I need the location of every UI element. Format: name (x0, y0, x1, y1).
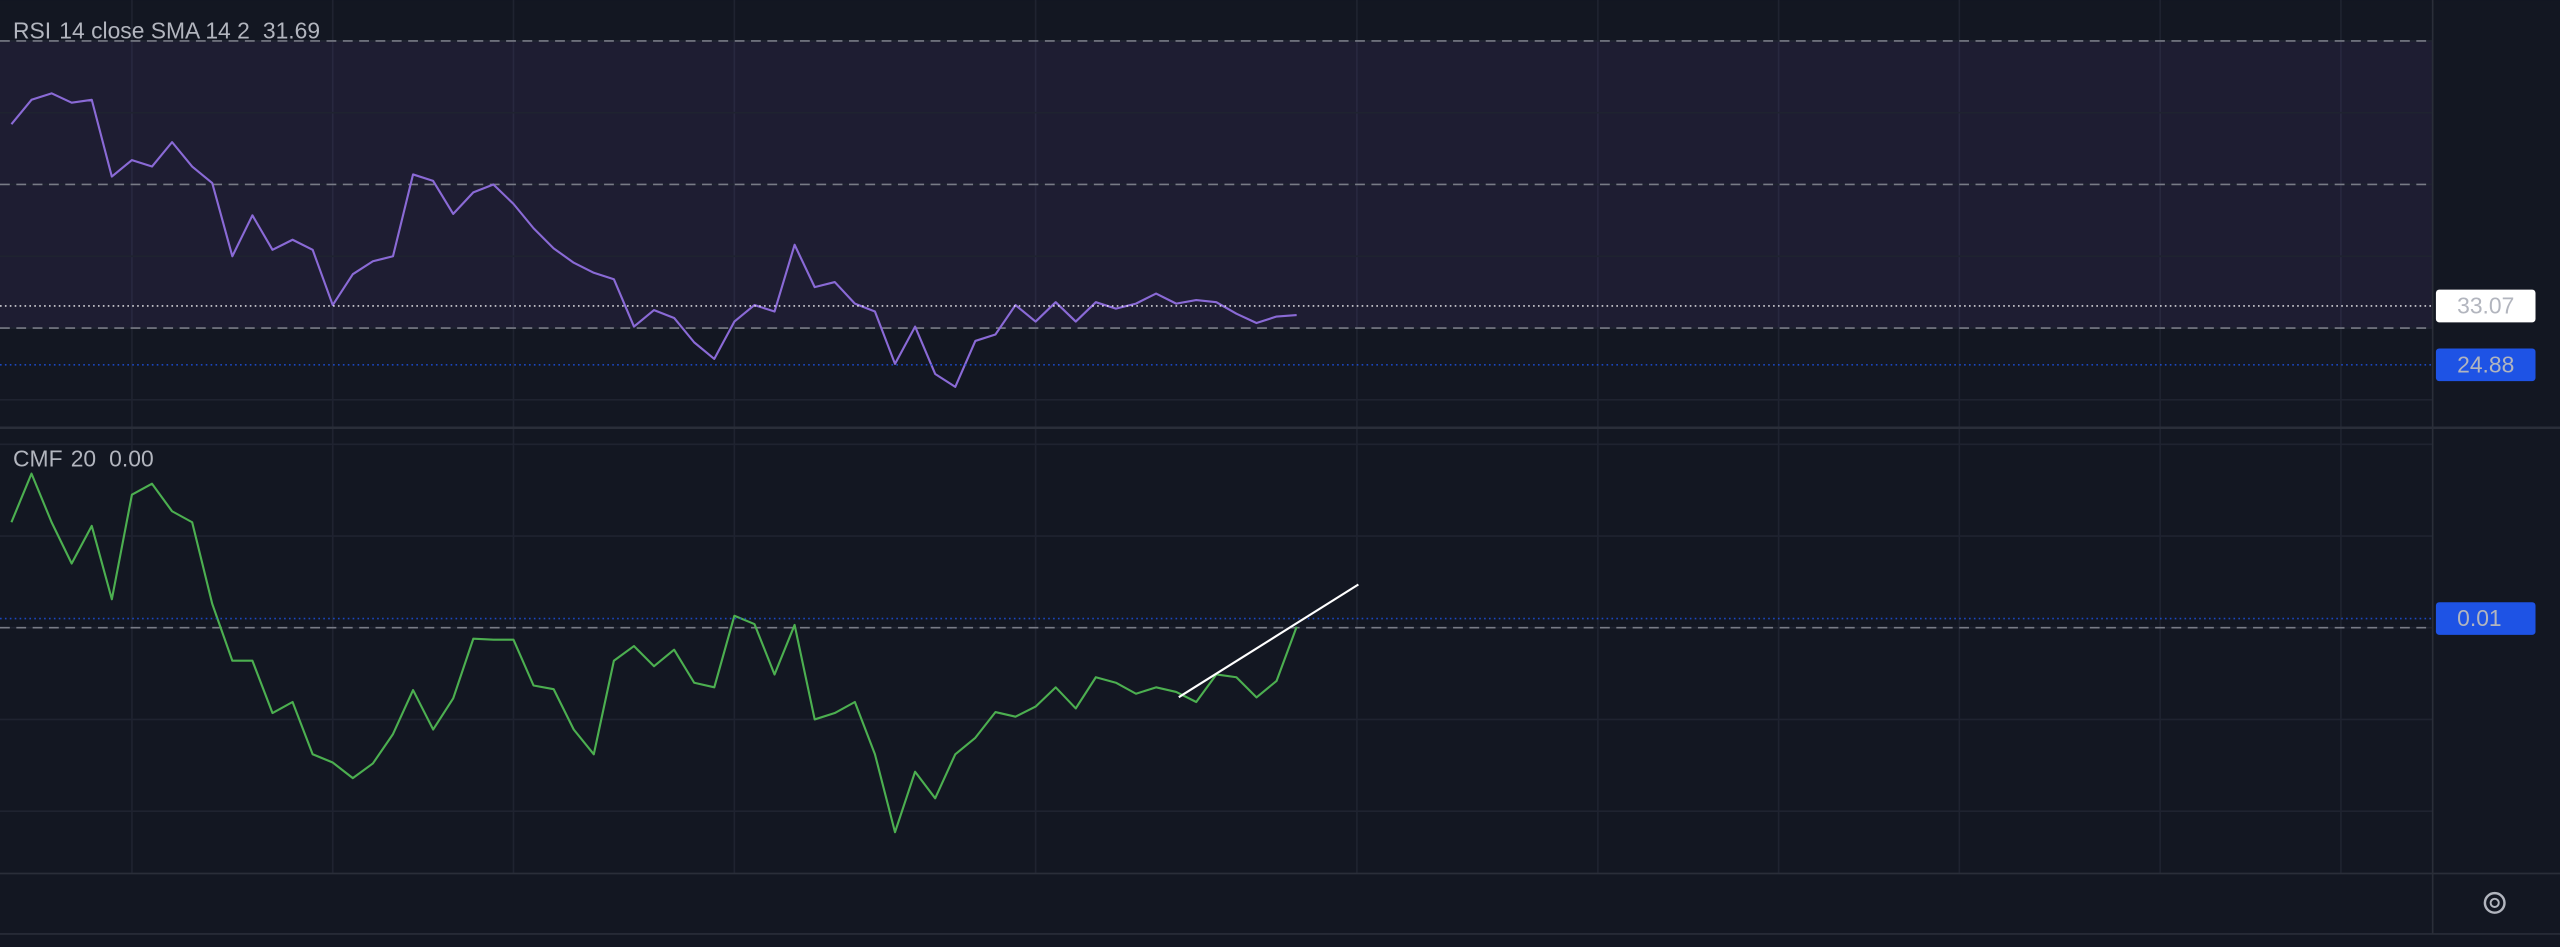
grid-layer (0, 0, 2433, 874)
pane-title: CMF (13, 445, 63, 471)
pane-legend-value: 0.00 (109, 445, 153, 471)
settings-icon-ring[interactable] (2483, 891, 2506, 914)
marker-label-box (2435, 602, 2536, 635)
marker-label: 24.88 (2457, 351, 2514, 377)
marker-label: 33.07 (2457, 293, 2514, 319)
series-line (10, 92, 1297, 388)
pane-title: RSI (13, 18, 51, 44)
trend-line-drawing (1178, 583, 1359, 699)
marker-label-box (2435, 348, 2536, 382)
series-line (10, 472, 1298, 834)
marker-label: 0.01 (2457, 605, 2501, 631)
marker-label-box (2435, 289, 2536, 323)
settings-icon[interactable] (2483, 891, 2506, 914)
pane-subtitle: 14 close SMA 14 2 (59, 18, 249, 44)
plot-layer (0, 92, 2433, 834)
label-layer: 33.07 24.88 RSI 14 close SMA 14 2 31.69 0.01 C… (13, 18, 2536, 635)
settings-icon-core[interactable] (2489, 897, 2500, 908)
pane-legend-value: 31.69 (263, 18, 320, 44)
pane-subtitle: 20 (71, 445, 96, 471)
